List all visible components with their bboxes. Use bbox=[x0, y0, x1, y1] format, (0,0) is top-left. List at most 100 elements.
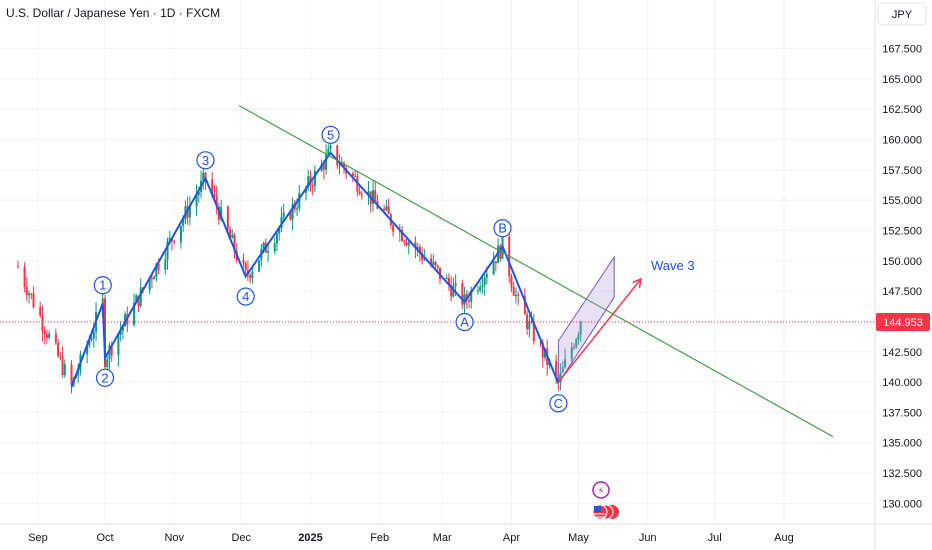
candle-body bbox=[517, 294, 520, 296]
candle-body bbox=[351, 173, 354, 176]
candle-body bbox=[119, 330, 122, 336]
candle-body bbox=[173, 240, 176, 243]
wave-label-a[interactable]: A bbox=[455, 312, 474, 332]
wave-label-c[interactable]: C bbox=[549, 394, 568, 413]
current-price-tag bbox=[876, 313, 930, 332]
candle-body bbox=[48, 333, 51, 338]
candle-body bbox=[251, 271, 254, 279]
candle-body bbox=[541, 342, 544, 358]
wave-label-circle bbox=[321, 125, 340, 144]
wave-label-circle bbox=[236, 287, 255, 306]
candle-body bbox=[307, 176, 310, 187]
wave-label-circle bbox=[455, 312, 474, 332]
time-tick-label: Dec bbox=[231, 532, 251, 544]
candle-body bbox=[575, 339, 578, 348]
candle-body bbox=[137, 295, 140, 307]
price-tick-label: 142.500 bbox=[882, 347, 922, 359]
event-icon-us-flag[interactable] bbox=[592, 504, 619, 520]
wave-label-2[interactable]: 2 bbox=[95, 368, 115, 387]
candle-body bbox=[416, 246, 419, 249]
price-tick-label: 157.500 bbox=[882, 165, 922, 177]
candle-body bbox=[481, 285, 484, 288]
candle-body bbox=[374, 190, 377, 202]
price-tick-label: 160.000 bbox=[882, 134, 922, 146]
candle-body bbox=[168, 237, 171, 242]
candle-body bbox=[432, 262, 435, 266]
candle-body bbox=[164, 259, 167, 270]
projection-arrow[interactable] bbox=[557, 278, 642, 383]
price-tick-label: 147.500 bbox=[882, 286, 922, 298]
currency-button[interactable]: JPY bbox=[877, 2, 927, 26]
candle-body bbox=[336, 145, 339, 166]
candle-body bbox=[579, 322, 582, 335]
event-icon-flash[interactable]: ⚡ bbox=[592, 481, 610, 499]
wave-label-3[interactable]: 3 bbox=[196, 151, 215, 170]
time-tick-label: May bbox=[568, 532, 589, 544]
candle-body bbox=[577, 334, 580, 340]
candle-body bbox=[564, 359, 567, 368]
candle-body bbox=[512, 286, 515, 296]
wave-label-b[interactable]: B bbox=[493, 219, 512, 238]
candle-body bbox=[329, 145, 332, 150]
price-tick-label: 137.500 bbox=[882, 407, 922, 419]
trendline[interactable] bbox=[238, 105, 834, 438]
candle-body bbox=[358, 191, 361, 195]
candle-body bbox=[202, 172, 205, 181]
candle-body bbox=[229, 229, 232, 238]
candle-body bbox=[414, 242, 417, 249]
price-axis: 130.000 132.500 135.000 137.500 140.000 142.5… bbox=[876, 44, 930, 510]
candle-body bbox=[296, 208, 299, 210]
candle-body bbox=[401, 229, 404, 241]
parallel-channel[interactable] bbox=[557, 255, 615, 385]
wave-label-1[interactable]: 1 bbox=[93, 276, 112, 295]
candle-body bbox=[104, 298, 106, 368]
wave-label-text: B bbox=[498, 221, 507, 236]
wave-label-4[interactable]: 4 bbox=[236, 287, 255, 306]
wave-label-circle bbox=[95, 368, 115, 387]
time-tick-label: Sep bbox=[28, 532, 48, 544]
wave-label-circle bbox=[196, 151, 215, 170]
candle-body bbox=[54, 333, 57, 343]
candle-body bbox=[289, 212, 292, 220]
time-axis: Sep Oct Nov Dec 2025 Feb Mar Apr May Jun Jul Aug bbox=[28, 532, 794, 544]
candle-body bbox=[148, 278, 151, 291]
candle-body bbox=[244, 263, 247, 271]
candles bbox=[16, 141, 582, 394]
price-tick-label: 135.000 bbox=[882, 438, 922, 450]
wave-label-text: 5 bbox=[327, 127, 334, 142]
candle-body bbox=[523, 295, 526, 315]
candle-body bbox=[461, 283, 464, 305]
candle-body bbox=[182, 219, 185, 226]
candle-body bbox=[342, 162, 345, 169]
projection-arrowhead bbox=[632, 277, 642, 288]
candle-body bbox=[278, 227, 281, 234]
price-tick-label: 130.000 bbox=[882, 498, 922, 510]
candle-body bbox=[492, 261, 495, 275]
candle-body bbox=[291, 203, 294, 220]
price-tick-label: 162.500 bbox=[882, 104, 922, 116]
wave-label-text: 3 bbox=[202, 153, 209, 168]
current-price-label: 144.953 bbox=[883, 317, 923, 329]
candle-body bbox=[197, 191, 200, 196]
candle-body bbox=[573, 347, 575, 349]
wave-count-line[interactable] bbox=[70, 151, 560, 388]
candle-body bbox=[322, 163, 325, 170]
wave-label-circle bbox=[493, 219, 512, 238]
candle-body bbox=[117, 335, 120, 356]
candle-body bbox=[275, 233, 278, 244]
candle-body bbox=[133, 302, 136, 325]
wave-label-text: 4 bbox=[242, 289, 249, 304]
candle-body bbox=[195, 195, 198, 207]
symbol-title: U.S. Dollar / Japanese Yen · 1D · FXCM bbox=[6, 6, 220, 20]
candle-body bbox=[25, 286, 28, 296]
wave-label-5[interactable]: 5 bbox=[321, 125, 340, 144]
candle-body bbox=[41, 315, 44, 331]
candle-body bbox=[555, 360, 558, 375]
price-tick-label: 140.000 bbox=[882, 377, 922, 389]
candle-body bbox=[273, 243, 276, 252]
candle-body bbox=[59, 356, 62, 358]
candle-body bbox=[258, 260, 261, 272]
time-tick-label: Mar bbox=[433, 532, 452, 544]
